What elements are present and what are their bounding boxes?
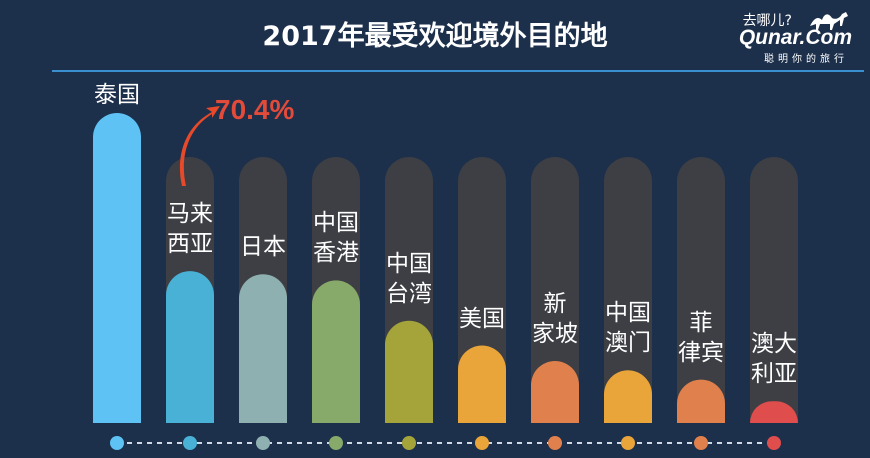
bar-label: 新 家坡 <box>532 291 578 347</box>
axis-dot <box>256 436 270 450</box>
axis-dot <box>621 436 635 450</box>
bar <box>239 274 287 423</box>
bar-label: 马来 西亚 <box>167 201 213 258</box>
axis-dot <box>475 436 489 450</box>
bar <box>531 361 579 423</box>
bar <box>312 280 360 423</box>
bar <box>385 320 434 423</box>
bar <box>166 271 214 423</box>
bar-label: 中国 澳门 <box>605 300 651 357</box>
axis-dot <box>402 436 416 450</box>
bar <box>750 401 798 423</box>
title-divider <box>52 70 864 72</box>
axis-dot <box>110 436 124 450</box>
bar-label: 美国 <box>459 305 505 332</box>
bar-track <box>604 157 652 423</box>
growth-annotation: 70.4% <box>215 94 295 125</box>
axis-dot <box>767 436 781 450</box>
camel-icon <box>810 12 848 30</box>
chart-title: 2017年最受欢迎境外目的地 <box>262 21 608 52</box>
bar-track <box>677 157 725 423</box>
bar-label: 中国 香港 <box>313 210 359 267</box>
bar <box>604 370 652 423</box>
bar <box>458 345 506 423</box>
bar-label: 澳大 利亚 <box>751 331 797 388</box>
axis-dot <box>329 436 343 450</box>
axis-dot <box>548 436 562 450</box>
axis-dot <box>694 436 708 450</box>
bar-label: 中国 台湾 <box>386 250 432 307</box>
bar-label: 日本 <box>240 234 286 261</box>
bar <box>93 113 141 423</box>
bar-track <box>531 157 579 423</box>
logo-cn-text: 去哪儿? <box>742 13 792 29</box>
logo-en-text: Qunar.Com <box>738 26 852 49</box>
logo-slogan: 聪明你的旅行 <box>764 54 848 65</box>
axis-dot <box>183 436 197 450</box>
growth-arrow <box>179 106 220 186</box>
bar-label: 泰国 <box>94 82 140 108</box>
bar <box>677 379 725 423</box>
bar-track <box>750 157 798 423</box>
bar-label: 菲 律宾 <box>678 309 724 366</box>
